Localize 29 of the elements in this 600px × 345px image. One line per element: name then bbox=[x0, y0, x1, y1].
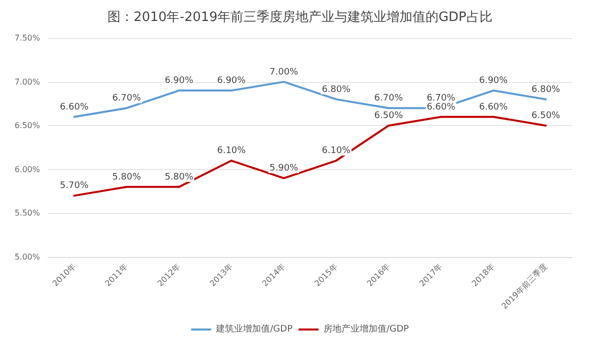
data-label: 6.70% bbox=[426, 94, 456, 104]
data-label: 6.50% bbox=[374, 111, 404, 122]
y-tick-label: 5.00% bbox=[14, 252, 40, 262]
data-label: 6.50% bbox=[532, 111, 561, 122]
y-tick-label: 6.50% bbox=[14, 121, 40, 130]
data-label: 6.90% bbox=[217, 76, 246, 86]
data-label: 6.60% bbox=[479, 102, 508, 112]
y-tick-label: 7.50% bbox=[14, 34, 40, 42]
data-label: 7.00% bbox=[270, 67, 299, 78]
y-tick-label: 7.00% bbox=[14, 77, 40, 86]
data-label: 6.90% bbox=[164, 76, 194, 86]
data-label: 6.80% bbox=[322, 84, 351, 95]
data-label: 6.10% bbox=[322, 146, 351, 156]
data-label: 5.90% bbox=[270, 164, 299, 174]
data-label: 6.10% bbox=[217, 146, 246, 156]
data-label: 5.70% bbox=[60, 181, 89, 192]
legend-label: 房地产业增加值/GDP bbox=[324, 324, 410, 334]
data-label: 5.80% bbox=[164, 172, 194, 182]
data-label: 6.80% bbox=[532, 84, 561, 95]
data-label: 6.70% bbox=[374, 94, 404, 104]
data-label: 6.70% bbox=[112, 94, 142, 104]
y-tick-label: 6.00% bbox=[14, 164, 40, 174]
data-label: 6.60% bbox=[60, 102, 89, 112]
y-tick-label: 5.50% bbox=[14, 208, 40, 218]
chart-title: 图：2010年-2019年前三季度房地产业与建筑业增加值的GDP占比 bbox=[108, 9, 492, 25]
legend-label: 建筑业增加值/GDP bbox=[215, 324, 294, 334]
data-label: 5.80% bbox=[112, 172, 142, 182]
data-label: 6.60% bbox=[426, 102, 456, 112]
data-label: 6.90% bbox=[479, 76, 508, 86]
